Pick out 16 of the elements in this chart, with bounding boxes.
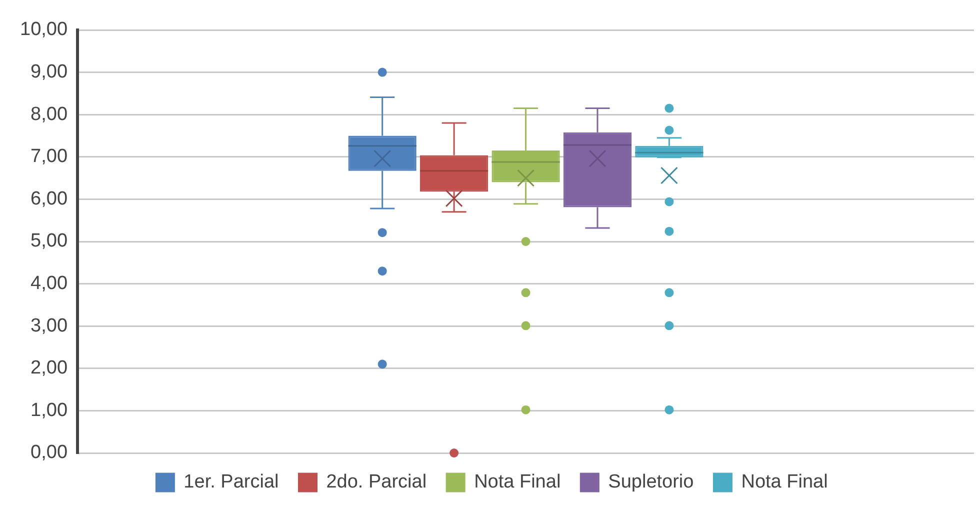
legend-label: Nota Final — [474, 472, 561, 493]
legend-label: Supletorio — [608, 472, 694, 493]
legend-label: 1er. Parcial — [184, 472, 279, 493]
y-tick-label: 6,00 — [30, 188, 68, 210]
legend-label: Nota Final — [741, 472, 828, 493]
y-tick-label: 4,00 — [30, 273, 68, 294]
legend-label: 2do. Parcial — [326, 472, 427, 493]
y-tick-label: 7,00 — [30, 146, 68, 168]
y-tick-label: 1,00 — [30, 400, 68, 421]
y-tick-label: 10,00 — [20, 19, 68, 40]
y-tick-label: 8,00 — [30, 104, 68, 125]
y-tick-label: 2,00 — [30, 358, 68, 379]
y-tick-label: 9,00 — [30, 62, 68, 83]
y-tick-label: 3,00 — [30, 315, 68, 336]
y-tick-label: 5,00 — [30, 230, 68, 252]
y-tick-label: 0,00 — [30, 442, 68, 464]
